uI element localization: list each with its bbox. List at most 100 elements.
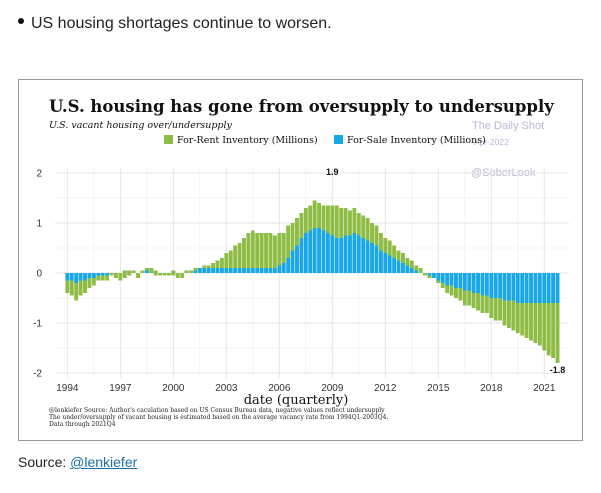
bar-for-rent	[295, 218, 299, 246]
bar-for-rent	[189, 270, 193, 273]
bar-for-rent	[140, 270, 145, 273]
bar-for-rent	[113, 273, 118, 278]
bar-for-sale	[392, 258, 397, 273]
bar-for-rent	[409, 260, 414, 268]
bar-for-rent	[206, 265, 211, 268]
bar-for-rent	[131, 270, 136, 273]
bar-for-rent	[122, 270, 127, 278]
bars-for-rent-series	[65, 200, 560, 363]
bar-for-sale	[233, 268, 238, 273]
y-tick-label: 2	[36, 169, 42, 180]
bar-for-rent	[502, 300, 507, 326]
bar-for-rent	[184, 270, 189, 273]
watermark-line1: The Daily Shot	[472, 120, 544, 132]
bar-for-sale	[361, 238, 366, 273]
bar-for-rent	[233, 245, 238, 268]
bar-for-rent	[480, 295, 485, 313]
bar-for-rent	[202, 265, 207, 268]
bar-for-rent	[171, 270, 176, 276]
bar-for-sale	[202, 268, 207, 273]
bar-for-rent	[268, 233, 273, 268]
bar-for-rent	[144, 268, 149, 271]
bar-for-sale	[396, 260, 401, 273]
bar-for-rent	[546, 303, 551, 356]
bar-for-sale	[105, 273, 110, 276]
x-tick-label: 2012	[374, 383, 397, 394]
legend-swatch-sale	[334, 135, 343, 144]
x-tick-label: 2021	[533, 383, 556, 394]
bar-for-rent	[180, 273, 185, 278]
bar-for-rent	[149, 268, 154, 273]
bar-for-sale	[401, 263, 405, 273]
watermark-line2: -Apr-2022	[471, 137, 509, 147]
bar-for-sale	[259, 268, 264, 273]
chart-subtitle: U.S. vacant housing over/undersupply	[49, 120, 233, 131]
bar-for-rent	[312, 200, 317, 228]
y-tick-label: 0	[36, 269, 42, 280]
bar-for-sale	[224, 268, 229, 273]
bar-for-rent	[272, 235, 277, 268]
bar-for-rent	[219, 258, 224, 268]
bar-for-sale	[228, 268, 233, 273]
bar-for-sale	[206, 268, 211, 273]
bar-for-rent	[290, 223, 295, 251]
x-tick-label: 2015	[427, 383, 450, 394]
bar-for-rent	[365, 218, 370, 241]
bar-for-rent	[458, 288, 463, 301]
legend: For-Rent Inventory (Millions) For-Sale I…	[164, 135, 486, 146]
source-link[interactable]: @lenkiefer	[70, 454, 138, 470]
bar-for-rent	[237, 243, 242, 268]
bar-for-sale	[295, 245, 299, 273]
bar-for-sale	[343, 235, 348, 273]
bar-for-sale	[414, 270, 419, 273]
bar-for-sale	[471, 273, 476, 293]
bar-for-rent	[529, 303, 533, 341]
bar-for-rent	[343, 208, 348, 236]
bar-for-rent	[511, 300, 516, 331]
bar-for-rent	[515, 303, 520, 333]
bar-for-sale	[476, 273, 480, 293]
bar-for-rent	[308, 205, 313, 231]
bars-for-sale-series	[65, 228, 560, 303]
bar-for-rent	[489, 298, 494, 318]
bar-for-rent	[484, 295, 489, 313]
bar-for-sale	[374, 245, 379, 273]
bar-for-sale	[277, 265, 282, 273]
bar-for-sale	[546, 273, 551, 303]
bar-for-sale	[533, 273, 538, 303]
bar-for-rent	[462, 290, 467, 306]
bar-for-sale	[542, 273, 547, 303]
bar-for-sale	[339, 238, 344, 273]
bar-for-rent	[259, 233, 264, 268]
bar-for-rent	[378, 233, 383, 251]
bar-for-rent	[383, 238, 388, 253]
bar-for-rent	[436, 280, 441, 283]
x-tick-label: 2009	[321, 383, 344, 394]
bar-for-rent	[325, 205, 330, 233]
bar-for-sale	[78, 273, 83, 281]
bar-for-sale	[321, 230, 326, 273]
bar-for-rent	[242, 238, 246, 268]
bar-for-rent	[78, 280, 83, 296]
bar-for-rent	[193, 268, 198, 271]
bar-for-sale	[511, 273, 516, 301]
x-tick-label: 2018	[480, 383, 503, 394]
x-tick-label: 1997	[109, 383, 132, 394]
bar-for-sale	[325, 233, 330, 273]
bar-for-sale	[537, 273, 542, 303]
bar-for-rent	[533, 303, 538, 343]
bar-for-rent	[339, 208, 344, 238]
bar-for-sale	[365, 240, 370, 273]
bar-for-sale	[308, 230, 313, 273]
bar-for-rent	[250, 230, 255, 268]
bar-for-rent	[467, 290, 472, 306]
bar-for-sale	[431, 273, 436, 278]
bar-for-rent	[361, 215, 366, 238]
bar-for-sale	[264, 268, 269, 273]
chart-title: U.S. housing has gone from oversupply to…	[49, 97, 554, 116]
bar-for-sale	[454, 273, 458, 288]
bar-for-rent	[524, 303, 529, 338]
bar-for-sale	[317, 228, 322, 273]
bar-for-sale	[242, 268, 246, 273]
bar-for-rent	[356, 213, 361, 236]
